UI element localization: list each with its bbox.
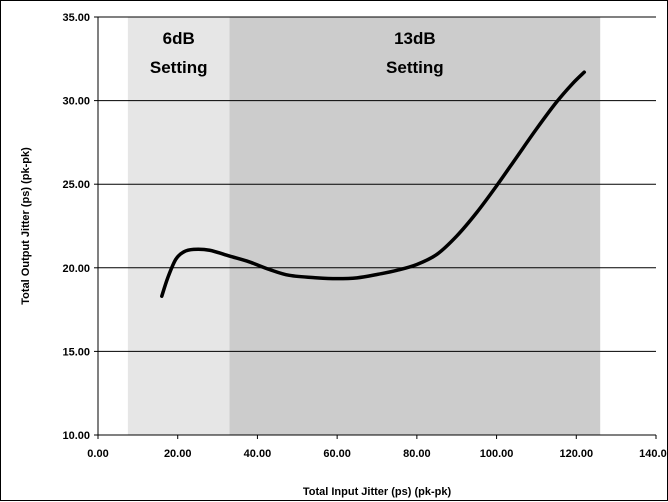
- data-point-0-18: [475, 211, 478, 214]
- data-point-0-12: [356, 276, 359, 279]
- region-label-0-line1: 6dB: [163, 29, 195, 48]
- data-point-0-21: [535, 128, 538, 131]
- series-group: [160, 70, 587, 298]
- x-tick-label-4: 80.00: [403, 448, 431, 460]
- x-tick-label-0: 0.00: [87, 448, 108, 460]
- x-tick-label-1: 20.00: [164, 448, 192, 460]
- data-point-0-15: [415, 263, 418, 266]
- y-tick-label-3: 25.00: [62, 179, 90, 191]
- data-point-0-17: [455, 235, 458, 238]
- data-point-0-1: [166, 276, 169, 279]
- data-point-0-23: [571, 82, 574, 85]
- y-axis-title: Total Output Jitter (ps) (pk-pk): [20, 147, 32, 305]
- region-label-1-line1: 13dB: [394, 29, 436, 48]
- data-point-0-8: [268, 268, 271, 271]
- y-tick-label-0: 10.00: [62, 430, 90, 442]
- y-tick-label-2: 20.00: [62, 263, 90, 275]
- data-point-0-22: [555, 101, 558, 104]
- x-tick-label-3: 60.00: [323, 448, 351, 460]
- labels: 6dB Setting 13dB Setting 10.00 15.00 20.00 25.0…: [20, 12, 668, 498]
- data-point-0-10: [316, 276, 319, 279]
- x-tick-label-7: 140.00: [639, 448, 668, 460]
- shaded-region-0: [127, 17, 230, 435]
- y-tick-label-5: 35.00: [62, 12, 90, 24]
- x-tick-label-6: 120.00: [559, 448, 593, 460]
- data-point-0-13: [376, 273, 379, 276]
- data-point-0-2: [174, 258, 177, 261]
- gridlines: [98, 16, 656, 352]
- data-point-0-5: [208, 249, 211, 252]
- region-label-0-line2: Setting: [150, 58, 208, 77]
- region-label-1-line2: Setting: [386, 58, 444, 77]
- data-point-0-9: [288, 274, 291, 277]
- data-point-0-20: [515, 156, 518, 159]
- x-tick-label-2: 40.00: [244, 448, 272, 460]
- series-line-0: [160, 70, 587, 298]
- data-point-0-14: [395, 269, 398, 272]
- data-point-0-7: [248, 260, 251, 263]
- data-point-0-0: [160, 295, 163, 298]
- y-tick-label-4: 30.00: [62, 96, 90, 108]
- data-point-0-3: [182, 250, 185, 253]
- x-tick-label-5: 100.00: [480, 448, 514, 460]
- data-point-0-6: [228, 255, 231, 258]
- data-point-0-16: [435, 253, 438, 256]
- data-point-0-4: [192, 248, 195, 251]
- data-point-0-24: [583, 71, 586, 74]
- axes: [94, 16, 657, 439]
- x-axis-title: Total Input Jitter (ps) (pk-pk): [303, 486, 452, 498]
- data-point-0-11: [336, 277, 339, 280]
- shaded-region-1: [229, 17, 601, 435]
- data-point-0-19: [495, 184, 498, 187]
- shaded-regions: [127, 17, 601, 435]
- y-tick-label-1: 15.00: [62, 346, 90, 358]
